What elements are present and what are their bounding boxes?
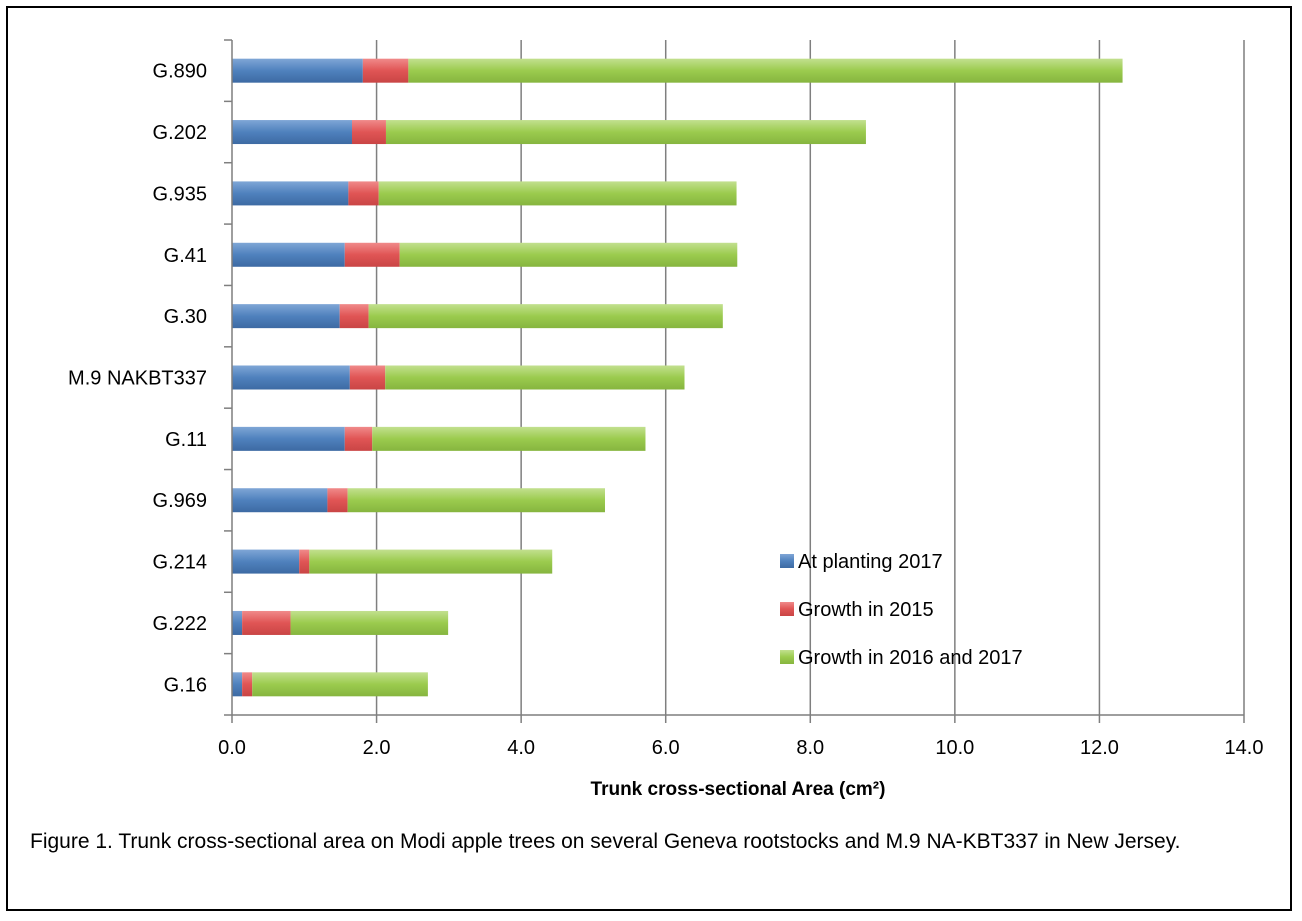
bar-segment [368, 304, 723, 329]
bar-segment [351, 120, 386, 145]
x-tick-label: 6.0 [652, 737, 680, 759]
bar-segment [232, 610, 243, 635]
legend-label: Growth in 2015 [798, 599, 934, 621]
x-tick-label: 4.0 [507, 737, 535, 759]
axes [224, 39, 1245, 723]
figure-caption: Figure 1. Trunk cross-sectional area on … [30, 830, 1181, 853]
category-label: G.30 [164, 306, 207, 328]
x-tick-label: 0.0 [218, 737, 246, 759]
legend-swatch [780, 554, 794, 568]
bar-segment [232, 426, 345, 451]
bar-segment [232, 549, 300, 574]
category-label: G.890 [153, 61, 207, 83]
x-tick-label: 10.0 [935, 737, 974, 759]
category-label: G.11 [165, 429, 207, 451]
bar-segment [327, 488, 348, 513]
bar-segment [299, 549, 310, 574]
bar-segment [347, 488, 605, 513]
x-tick-labels: 0.0 2.0 4.0 6.0 8.0 10.0 12.0 14.0 [218, 737, 1263, 759]
legend-swatch [780, 602, 794, 616]
category-label: M.9 NAKBT337 [68, 368, 207, 390]
bar-segment [372, 426, 646, 451]
bar-segment [344, 426, 373, 451]
bar-segment [242, 672, 253, 697]
bar-segment [339, 304, 369, 329]
bars [232, 58, 1123, 697]
figure-frame: G.890 G.202 G.935 G.41 G.30 M.9 NAKBT337 G.11 G… [6, 6, 1292, 911]
bar-segment [309, 549, 553, 574]
category-labels: G.890 G.202 G.935 G.41 G.30 M.9 NAKBT337 G.11 G… [68, 61, 207, 697]
bar-segment [232, 181, 349, 206]
bar-segment [385, 365, 685, 390]
category-label: G.16 [164, 674, 207, 696]
bar-segment [232, 365, 350, 390]
legend: At planting 2017 Growth in 2015 Growth in … [780, 551, 1023, 669]
x-tick-label: 8.0 [796, 737, 824, 759]
legend-label: At planting 2017 [798, 551, 943, 573]
category-label: G.222 [153, 613, 207, 635]
bar-segment [232, 58, 363, 83]
bar-segment [290, 610, 449, 635]
category-label: G.214 [153, 552, 207, 574]
bar-segment [349, 365, 386, 390]
bar-segment [232, 672, 243, 697]
category-label: G.202 [153, 122, 207, 144]
x-tick-label: 14.0 [1225, 737, 1264, 759]
bar-segment [408, 58, 1123, 83]
x-tick-label: 2.0 [363, 737, 391, 759]
bar-segment [399, 242, 738, 267]
bar-segment [232, 120, 352, 145]
stacked-bar-chart: G.890 G.202 G.935 G.41 G.30 M.9 NAKBT337 G.11 G… [68, 39, 1263, 800]
bar-segment [362, 58, 409, 83]
bar-segment [385, 120, 866, 145]
bar-segment [348, 181, 379, 206]
category-label: G.969 [153, 490, 207, 512]
category-label: G.935 [153, 183, 207, 205]
bar-segment [232, 242, 345, 267]
legend-swatch [780, 650, 794, 664]
bar-segment [242, 610, 291, 635]
legend-label: Growth in 2016 and 2017 [798, 647, 1023, 669]
bar-segment [252, 672, 428, 697]
bar-segment [344, 242, 400, 267]
x-tick-label: 12.0 [1080, 737, 1119, 759]
bar-segment [378, 181, 737, 206]
bar-segment [232, 488, 328, 513]
bar-segment [232, 304, 340, 329]
x-axis-title: Trunk cross-sectional Area (cm²) [591, 779, 886, 800]
category-label: G.41 [164, 245, 207, 267]
